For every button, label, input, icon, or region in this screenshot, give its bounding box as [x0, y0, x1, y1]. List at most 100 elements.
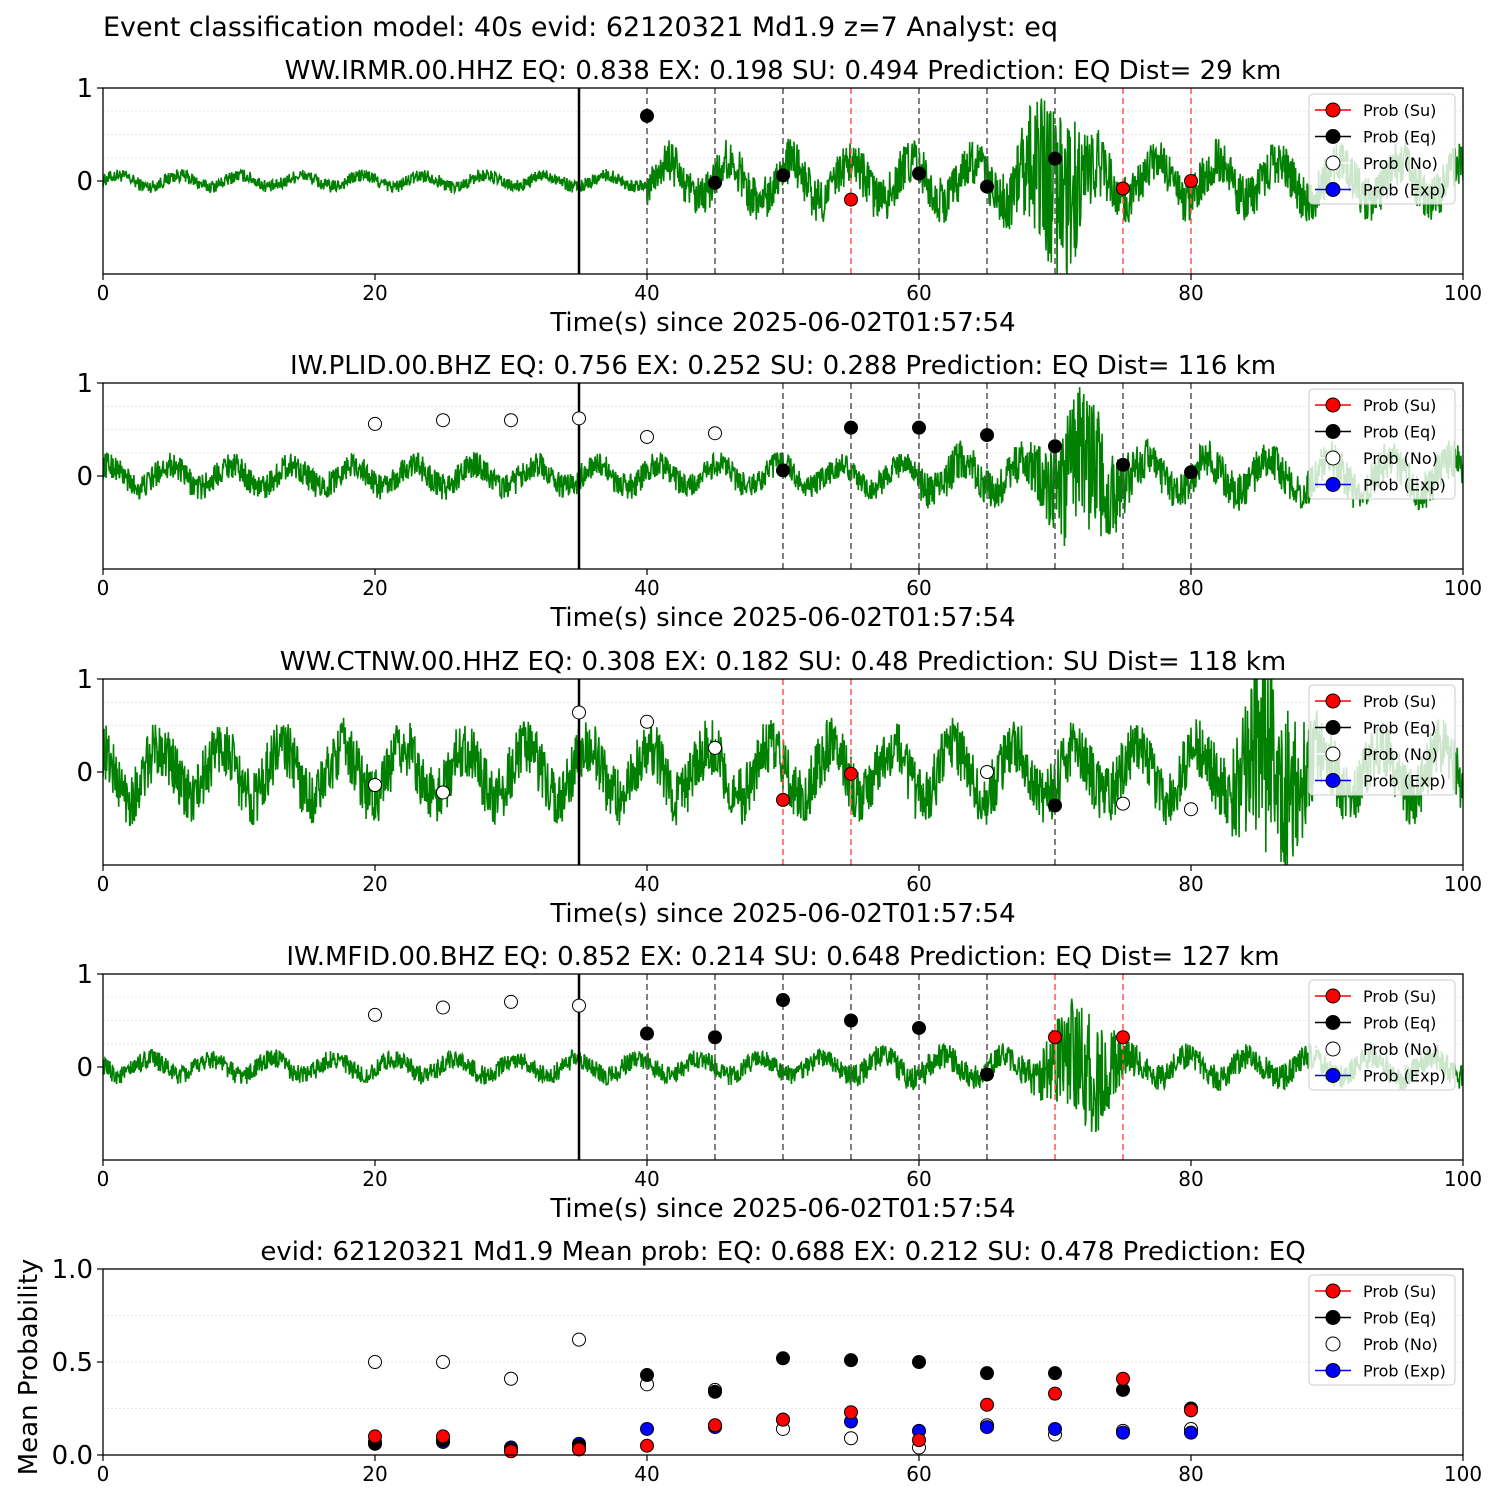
prob-point-no — [572, 411, 586, 426]
legend-marker-su — [1325, 1283, 1341, 1299]
prob-point-no — [980, 765, 994, 779]
x-tick-label: 80 — [1178, 576, 1203, 600]
mean-point-exp — [1116, 1425, 1130, 1440]
mean-point-su — [640, 1438, 654, 1453]
prob-point-su — [776, 792, 790, 807]
legend: Prob (Su) Prob (Eq) Prob (No) Prob (Exp) — [1308, 684, 1456, 796]
x-tick-label: 40 — [634, 281, 659, 305]
prob-point-no — [572, 705, 586, 720]
x-tick-label: 60 — [906, 1462, 931, 1486]
x-tick-label: 60 — [906, 872, 931, 896]
x-tick-label: 0 — [97, 872, 110, 896]
legend-marker-eq — [1325, 1015, 1341, 1030]
x-tick-label: 0 — [97, 1167, 110, 1191]
prob-point-eq — [980, 1067, 994, 1082]
mean-point-eq — [912, 1355, 926, 1369]
y-tick-label: 0 — [76, 462, 93, 492]
mean-point-eq — [708, 1384, 722, 1399]
mean-point-eq — [1048, 1366, 1062, 1381]
mean-point-su — [1116, 1371, 1130, 1386]
mean-point-su — [504, 1444, 518, 1459]
x-tick-label: 80 — [1178, 872, 1203, 896]
y-tick-label: 0.5 — [52, 1348, 93, 1378]
panel-4: 0 20 40 60 80 100 1 0 IW.MFID.00.BHZ EQ: 0.852 E… — [76, 942, 1482, 1224]
legend-label: Prob (Su) — [1363, 692, 1436, 711]
prob-point-su — [844, 766, 858, 781]
mean-point-exp — [1048, 1421, 1062, 1436]
panel-1: 0 20 40 60 80 100 1 0 WW.IRMR.00.HHZ EQ: 0.838 E… — [76, 56, 1482, 338]
prob-point-no — [368, 778, 382, 793]
prob-point-su — [1116, 181, 1130, 196]
legend-marker-exp — [1325, 1068, 1341, 1083]
prob-point-no — [436, 785, 450, 800]
prob-point-eq — [1048, 798, 1062, 813]
legend-marker-eq — [1325, 424, 1341, 439]
legend-box — [1308, 388, 1456, 500]
x-tick-label: 20 — [362, 1462, 387, 1486]
legend-label: Prob (No) — [1363, 745, 1438, 764]
legend-label: Prob (Eq) — [1363, 128, 1436, 147]
prob-point-su — [844, 192, 858, 207]
prob-point-eq — [844, 1013, 858, 1028]
panel-2: 0 20 40 60 80 100 1 0 IW.PLID.00.BHZ EQ: 0.756 E… — [76, 351, 1482, 633]
x-tick-label: 80 — [1178, 281, 1203, 305]
mean-point-no — [436, 1355, 450, 1369]
prob-point-eq — [776, 463, 790, 478]
prob-point-eq — [912, 420, 926, 435]
legend-label: Prob (Eq) — [1363, 423, 1436, 442]
legend-label: Prob (Su) — [1363, 1282, 1436, 1301]
legend-marker-no — [1325, 1336, 1341, 1352]
prob-point-no — [640, 429, 654, 444]
prob-point-eq — [980, 179, 994, 194]
legend-marker-exp — [1325, 1363, 1341, 1378]
legend-label: Prob (Eq) — [1363, 1014, 1436, 1033]
legend-marker-eq — [1325, 1310, 1341, 1325]
mean-point-su — [844, 1405, 858, 1420]
legend-label: Prob (Exp) — [1363, 181, 1446, 200]
legend: Prob (Su) Prob (Eq) Prob (No) Prob (Exp) — [1308, 93, 1456, 205]
legend-label: Prob (No) — [1363, 449, 1438, 468]
prob-point-eq — [1116, 457, 1130, 472]
y-tick-label: 1 — [76, 74, 93, 104]
prob-point-eq — [640, 108, 654, 123]
panel-title: IW.PLID.00.BHZ EQ: 0.756 EX: 0.252 SU: 0… — [290, 351, 1276, 381]
x-tick-label: 80 — [1178, 1462, 1203, 1486]
legend-label: Prob (Su) — [1363, 987, 1436, 1006]
x-axis-label: Time(s) since 2025-06-02T01:57:54 — [549, 308, 1015, 338]
x-tick-label: 20 — [362, 576, 387, 600]
prob-point-no — [708, 740, 722, 755]
prob-point-su — [1116, 1030, 1130, 1045]
legend-label: Prob (Exp) — [1363, 476, 1446, 495]
prob-point-no — [504, 994, 518, 1009]
x-tick-label: 100 — [1444, 1462, 1482, 1486]
legend-label: Prob (Exp) — [1363, 1067, 1446, 1086]
prob-point-no — [368, 1007, 382, 1022]
panel-title: evid: 62120321 Md1.9 Mean prob: EQ: 0.68… — [260, 1237, 1305, 1267]
y-tick-label: 1 — [76, 665, 93, 695]
prob-point-eq — [912, 166, 926, 181]
x-tick-label: 0 — [97, 281, 110, 305]
waveform-trace — [103, 98, 1463, 274]
prob-point-eq — [776, 993, 790, 1008]
legend-label: Prob (Exp) — [1363, 772, 1446, 791]
legend: Prob (Su) Prob (Eq) Prob (No) Prob (Exp) — [1308, 388, 1456, 500]
y-axis-label: Mean Probability — [14, 1259, 44, 1476]
x-tick-label: 20 — [362, 281, 387, 305]
prob-point-no — [368, 416, 382, 431]
prob-point-no — [640, 714, 654, 729]
y-tick-label: 0 — [76, 758, 93, 788]
mean-point-su — [708, 1418, 722, 1433]
mean-point-su — [912, 1433, 926, 1448]
x-tick-label: 40 — [634, 576, 659, 600]
x-tick-label: 20 — [362, 1167, 387, 1191]
legend-marker-exp — [1325, 477, 1341, 492]
legend-box — [1308, 684, 1456, 796]
legend-label: Prob (No) — [1363, 154, 1438, 173]
y-tick-label: 1 — [76, 960, 93, 990]
figure-suptitle: Event classification model: 40s evid: 62… — [103, 12, 1059, 43]
legend-marker-eq — [1325, 720, 1341, 735]
legend-box — [1308, 979, 1456, 1091]
legend-marker-exp — [1325, 773, 1341, 788]
prob-point-su — [1048, 1030, 1062, 1045]
x-axis-label: Time(s) since 2025-06-02T01:57:54 — [549, 1194, 1015, 1224]
